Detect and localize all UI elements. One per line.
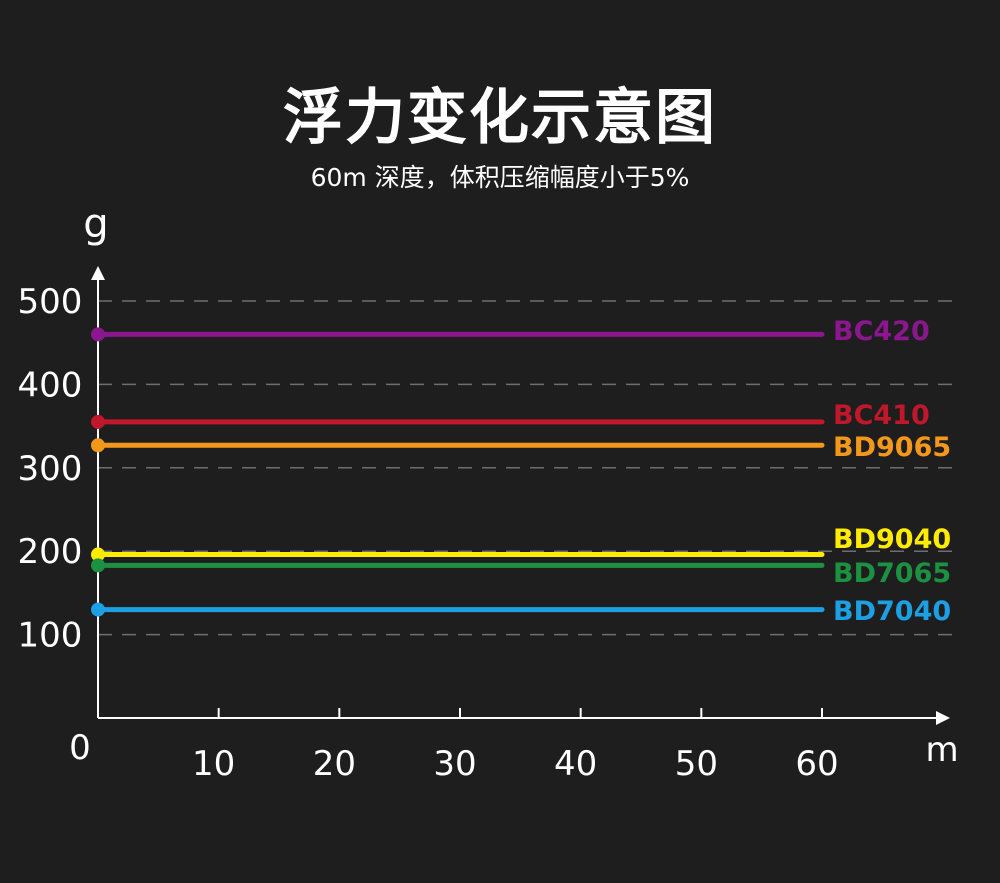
x-tick-label: 30: [433, 744, 476, 784]
tick-group: 100 200 300 400 500 10 20 30 40 50 60: [18, 282, 839, 784]
x-tick-label: 40: [554, 744, 597, 784]
axes: g m 0: [69, 201, 958, 770]
y-axis-label: g: [83, 201, 108, 247]
x-tick-label: 50: [675, 744, 718, 784]
series-label: BD7065: [833, 558, 951, 589]
chart-title: 浮力变化示意图: [283, 83, 717, 153]
series-start-point: [91, 438, 105, 453]
series-label: BD9040: [833, 524, 951, 555]
y-axis-arrow-icon: [91, 266, 105, 280]
series-start-point: [91, 414, 105, 429]
series-start-point: [91, 558, 105, 573]
x-tick-label: 10: [192, 744, 235, 784]
series-start-point: [91, 602, 105, 617]
x-tick-label: 20: [313, 744, 356, 784]
y-tick-label: 200: [18, 532, 83, 572]
series-label: BD7040: [833, 596, 951, 627]
chart-subtitle: 60m 深度，体积压缩幅度小于5%: [310, 163, 690, 192]
series-label: BC410: [833, 400, 930, 431]
origin-label: 0: [69, 728, 91, 768]
series-start-point: [91, 327, 105, 342]
y-tick-label: 400: [18, 365, 83, 405]
grid-lines: [98, 300, 952, 636]
x-axis-label: m: [925, 730, 958, 770]
series-label: BD9065: [833, 432, 951, 463]
y-tick-label: 500: [18, 282, 83, 322]
x-tick-label: 60: [795, 744, 838, 784]
series-start-point: [91, 547, 105, 562]
y-tick-label: 300: [18, 449, 83, 489]
x-axis-arrow-icon: [936, 711, 950, 725]
series-label: BC420: [833, 316, 930, 347]
y-tick-label: 100: [18, 616, 83, 656]
